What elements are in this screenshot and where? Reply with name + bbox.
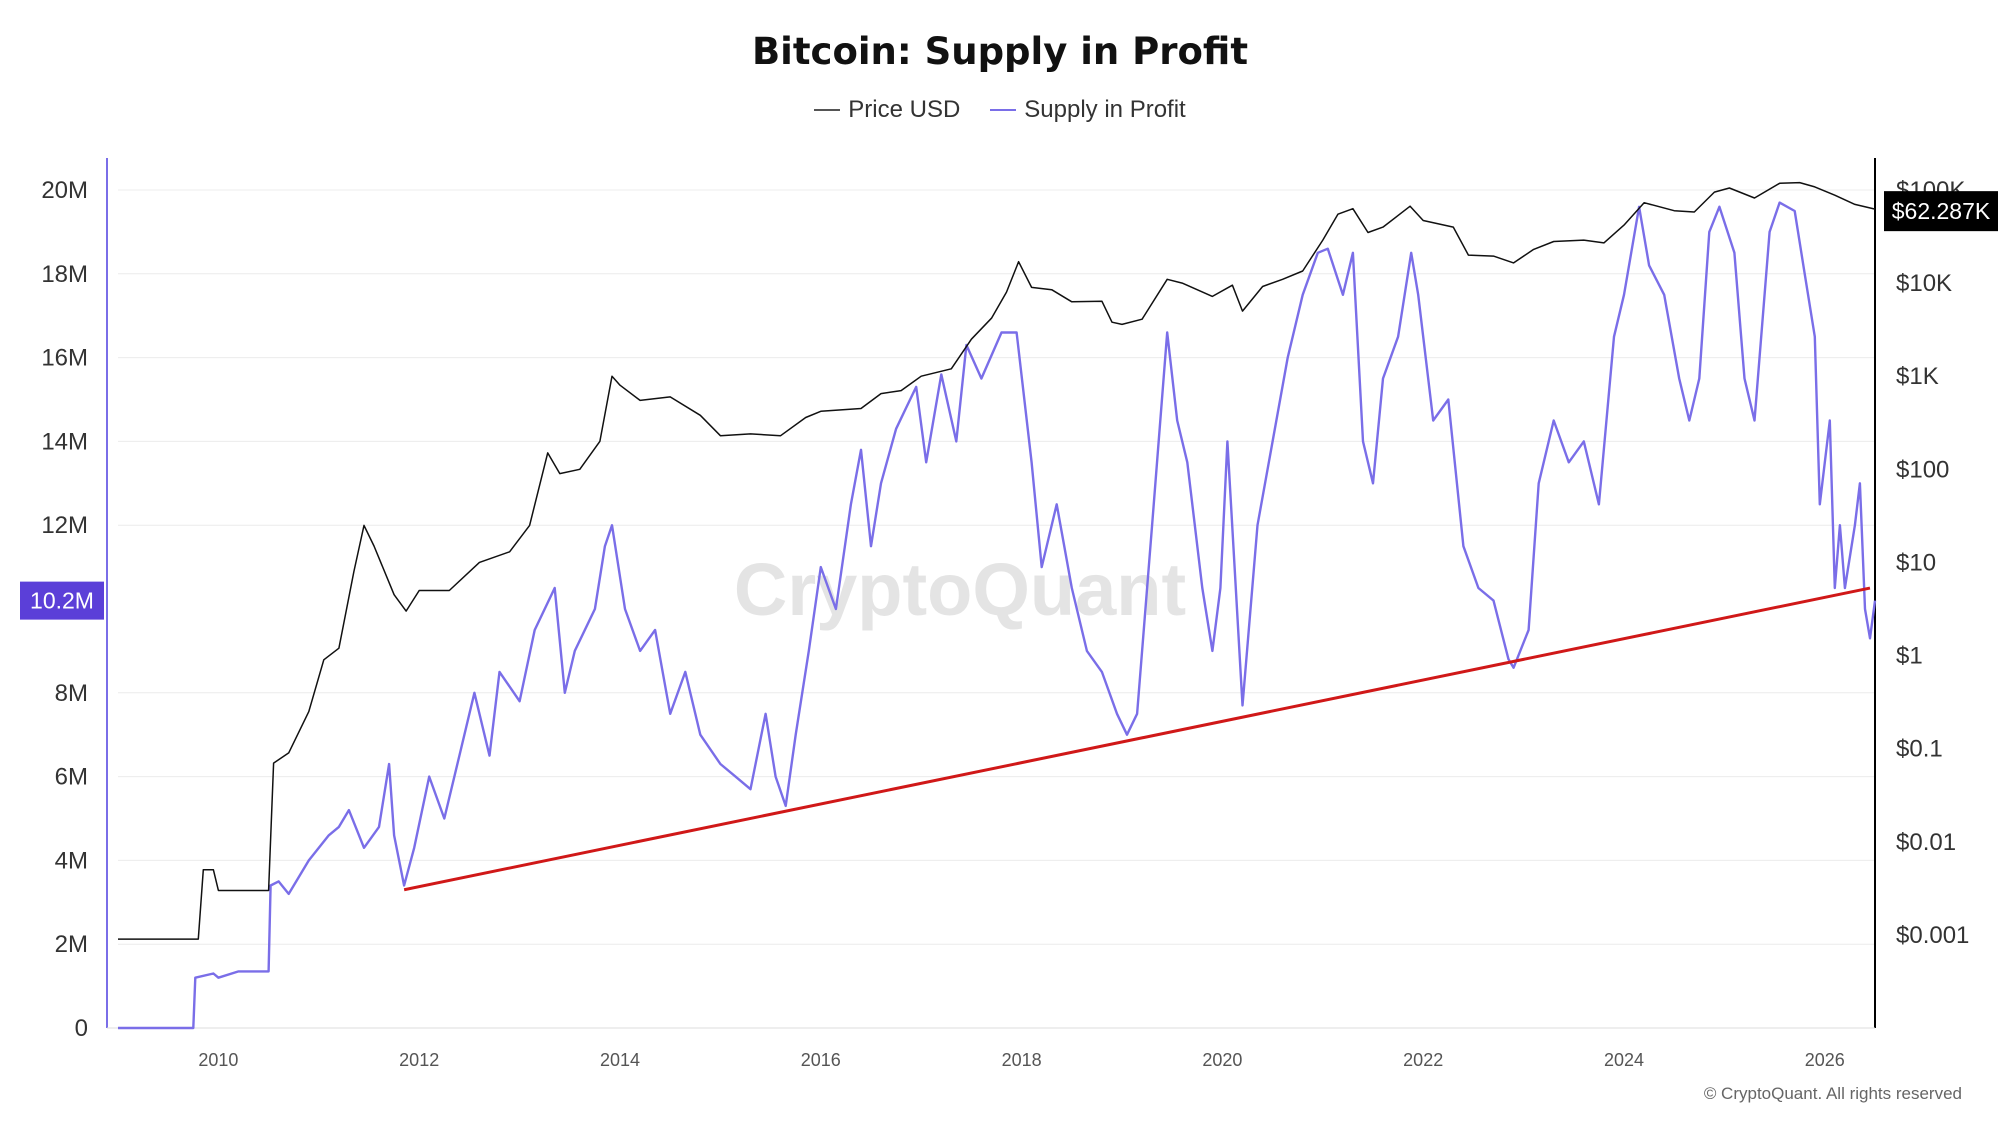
y-left-tick-label: 18M — [41, 261, 88, 288]
x-tick-label: 2010 — [198, 1050, 238, 1070]
legend-item-price-usd[interactable]: Price USD — [814, 96, 960, 124]
y-left-tick-label: 16M — [41, 345, 88, 372]
y-right-tick-label: $10 — [1896, 549, 1936, 576]
y-left-tick-label: 2M — [55, 931, 88, 958]
y-right-tick-label: $1 — [1896, 643, 1923, 670]
chart-title: Bitcoin: Supply in Profit — [751, 30, 1249, 73]
y-left-tick-label: 20M — [41, 177, 88, 204]
current-price-badge-label: $62.287K — [1892, 198, 1991, 224]
y-right-tick-label: $0.001 — [1896, 922, 1969, 949]
legend: Price USD Supply in Profit — [0, 96, 2000, 124]
x-tick-label: 2014 — [600, 1050, 640, 1070]
y-right-tick-label: $0.01 — [1896, 829, 1956, 856]
current-supply-badge — [20, 581, 104, 620]
x-tick-label: 2026 — [1805, 1050, 1845, 1070]
x-tick-label: 2012 — [399, 1050, 439, 1070]
legend-label-supply: Supply in Profit — [1024, 96, 1186, 123]
legend-label-price: Price USD — [848, 96, 961, 123]
trendline — [403, 586, 1871, 892]
x-tick-label: 2022 — [1403, 1050, 1443, 1070]
y-left-tick-label: 8M — [55, 680, 88, 707]
series-supply-in-profit — [118, 201, 1877, 1030]
watermark: CryptoQuant — [734, 548, 1186, 631]
legend-item-supply-in-profit[interactable]: Supply in Profit — [990, 96, 1186, 124]
y-right-tick-label: $0.1 — [1896, 736, 1943, 763]
y-right-tick-label: $10K — [1896, 270, 1952, 297]
y-left-tick-label: 14M — [41, 428, 88, 455]
y-right-tick-label: $100 — [1896, 456, 1949, 483]
x-tick-label: 2024 — [1604, 1050, 1644, 1070]
y-left-tick-label: 6M — [55, 764, 88, 791]
current-price-badge — [1884, 191, 1998, 232]
legend-swatch-supply — [990, 109, 1017, 111]
x-tick-label: 2020 — [1202, 1050, 1242, 1070]
current-supply-badge-label: 10.2M — [30, 588, 94, 614]
x-tick-label: 2018 — [1002, 1050, 1042, 1070]
legend-swatch-price — [814, 109, 841, 111]
copyright-text: © CryptoQuant. All rights reserved — [1703, 1084, 1962, 1103]
y-left-tick-label: 4M — [55, 847, 88, 874]
y-left-tick-label: 0 — [75, 1015, 88, 1042]
y-right-tick-label: $1K — [1896, 363, 1939, 390]
x-tick-label: 2016 — [801, 1050, 841, 1070]
series-price-usd — [118, 181, 1876, 940]
y-left-tick-label: 12M — [41, 512, 88, 539]
